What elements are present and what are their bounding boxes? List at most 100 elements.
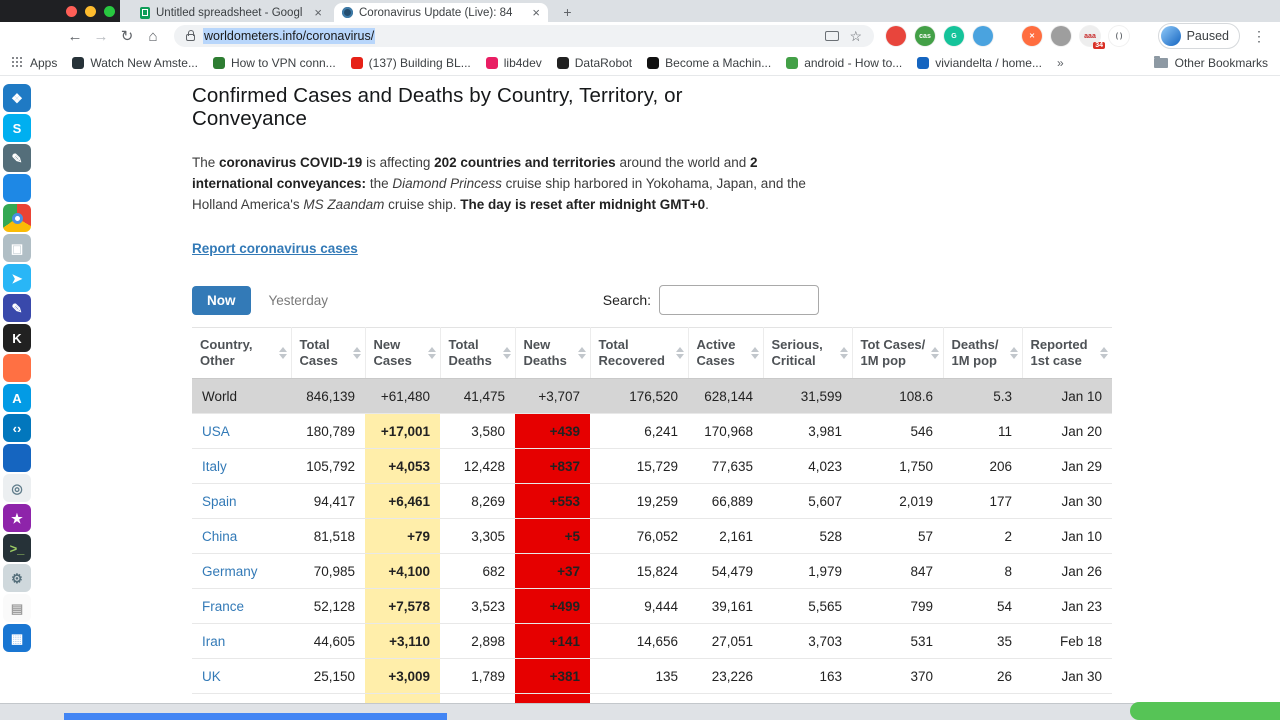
brackets-extension-icon[interactable]: ( ) (1109, 26, 1129, 46)
address-bar[interactable]: worldometers.info/coronavirus/ ☆ (174, 25, 874, 47)
table-cell: 206 (943, 448, 1022, 484)
green-action-button[interactable] (1130, 702, 1280, 720)
apps-shortcut[interactable]: Apps (12, 56, 57, 70)
column-header[interactable]: Reported 1st case (1022, 327, 1112, 379)
column-header[interactable]: Country, Other (192, 327, 292, 379)
report-cases-link[interactable]: Report coronavirus cases (192, 241, 358, 256)
intro-text: The coronavirus COVID-19 is affecting 20… (192, 155, 806, 212)
dock-icon-search[interactable]: ◎ (3, 474, 31, 502)
dock-icon-chrome[interactable] (3, 204, 31, 232)
bookmark-item[interactable]: viviandelta / home... (917, 56, 1042, 70)
card-icon[interactable] (825, 31, 840, 41)
bookmark-item[interactable]: DataRobot (556, 56, 632, 70)
bookmark-item[interactable]: Become a Machin... (647, 56, 771, 70)
blue-extension-icon[interactable] (973, 26, 993, 46)
dock-icon-tools[interactable]: ⚙ (3, 564, 31, 592)
cas-extension-icon[interactable]: cas (915, 26, 935, 46)
table-cell: 799 (852, 588, 943, 624)
column-header-label: Active Cases (696, 337, 736, 368)
dock-icon-launcher[interactable]: ❖ (3, 84, 31, 112)
bookmark-item[interactable]: lib4dev (485, 56, 542, 70)
new-tab-button[interactable]: + (563, 4, 572, 20)
url-text[interactable]: worldometers.info/coronavirus/ (203, 28, 376, 44)
column-header[interactable]: New Deaths (515, 327, 591, 379)
dock-icon-blue-app[interactable] (3, 174, 31, 202)
bookmark-item[interactable]: (137) Building BL... (350, 55, 471, 70)
country-link[interactable]: USA (202, 423, 230, 439)
dock-icon-orange-app[interactable] (3, 354, 31, 382)
abp-extension-icon[interactable]: aaa 34 (1080, 26, 1105, 49)
back-button[interactable]: ← (67, 27, 83, 45)
column-header[interactable]: Serious, Critical (763, 327, 853, 379)
dock-icon-notes[interactable]: ▤ (3, 594, 31, 622)
close-window-button[interactable] (66, 6, 77, 17)
zoom-window-button[interactable] (104, 6, 115, 17)
table-cell: 5.3 (943, 378, 1022, 414)
country-link[interactable]: Iran (202, 633, 226, 649)
dock-icon-vscode[interactable]: ‹› (3, 414, 31, 442)
dock-icon-skype[interactable]: S (3, 114, 31, 142)
country-link[interactable]: France (202, 598, 245, 614)
table-cell: 15,824 (590, 553, 688, 589)
dock-icon-appstore[interactable]: A (3, 384, 31, 412)
dock-icon-terminal[interactable]: >_ (3, 534, 31, 562)
bookmark-item[interactable]: How to VPN conn... (212, 56, 336, 70)
column-header[interactable]: Active Cases (688, 327, 764, 379)
tab-close-icon[interactable]: × (314, 5, 322, 20)
country-link[interactable]: UK (202, 668, 221, 684)
video-progress-track[interactable] (0, 703, 1280, 720)
tab-coronavirus[interactable]: Coronavirus Update (Live): 84 × (334, 3, 548, 22)
dock-icon-star[interactable]: ★ (3, 504, 31, 532)
column-header[interactable]: Total Recovered (590, 327, 689, 379)
table-cell: Jan 20 (1022, 413, 1112, 449)
tab-spreadsheet[interactable]: Untitled spreadsheet - Googl × (132, 3, 330, 22)
now-button[interactable]: Now (192, 285, 251, 315)
country-link[interactable]: China (202, 528, 238, 544)
column-header[interactable]: New Cases (365, 327, 441, 379)
bookmark-item[interactable]: android - How to... (786, 56, 902, 70)
gray-extension-icon[interactable] (1051, 26, 1071, 46)
search-input[interactable] (659, 285, 819, 315)
bookmark-favicon (350, 56, 363, 69)
table-cell: 4,023 (763, 448, 852, 484)
dock-icon-cube[interactable]: ▣ (3, 234, 31, 262)
dock-icon-files[interactable]: ▦ (3, 624, 31, 652)
table-cell: 14,656 (590, 623, 688, 659)
country-link[interactable]: Italy (202, 458, 227, 474)
profile-paused-button[interactable]: Paused (1157, 23, 1240, 49)
column-header[interactable]: Tot Cases/ 1M pop (852, 327, 944, 379)
dock-icon-blue-square[interactable] (3, 444, 31, 472)
bookmark-label: (137) Building BL... (368, 55, 471, 70)
dock-icon-paint[interactable]: ✎ (3, 144, 31, 172)
grammarly-extension-icon[interactable]: G (944, 26, 964, 46)
dock-icon-ide[interactable]: K (3, 324, 31, 352)
dock-icon-telegram[interactable]: ➤ (3, 264, 31, 292)
bookmarks-bar: Apps Watch New Amste... How to VPN conn..… (0, 50, 1280, 76)
yesterday-button[interactable]: Yesterday (263, 286, 335, 315)
home-button[interactable]: ⌂ (148, 27, 158, 45)
orange-x-extension-icon[interactable]: ✕ (1022, 26, 1042, 46)
bookmark-item[interactable]: Watch New Amste... (72, 56, 198, 70)
profile-avatar (1160, 26, 1181, 46)
column-header[interactable]: Total Deaths (440, 327, 516, 379)
table-cell: 31,599 (763, 378, 852, 414)
country-link[interactable]: Spain (202, 493, 237, 509)
minimize-window-button[interactable] (85, 6, 96, 17)
bookmarks-overflow-icon[interactable]: » (1056, 55, 1064, 70)
bookmark-star-icon[interactable]: ☆ (849, 28, 862, 44)
dock-icon-pen[interactable]: ✎ (3, 294, 31, 322)
tab-close-icon[interactable]: × (532, 5, 540, 20)
reload-button[interactable]: ↻ (120, 28, 134, 45)
video-progress-bar (64, 713, 447, 720)
table-cell: 546 (852, 413, 943, 449)
adblock-extension-icon[interactable] (886, 26, 906, 46)
table-cell: Jan 29 (1022, 448, 1112, 484)
column-header[interactable]: Total Cases (291, 327, 366, 379)
column-header[interactable]: Deaths/ 1M pop (943, 327, 1023, 379)
country-link[interactable]: Germany (202, 563, 258, 579)
forward-button[interactable]: → (93, 27, 109, 45)
browser-menu-icon[interactable]: ⋮ (1252, 27, 1266, 44)
other-bookmarks[interactable]: Other Bookmarks (1153, 55, 1268, 70)
sort-icon (503, 347, 511, 359)
bookmark-favicon (647, 56, 660, 69)
